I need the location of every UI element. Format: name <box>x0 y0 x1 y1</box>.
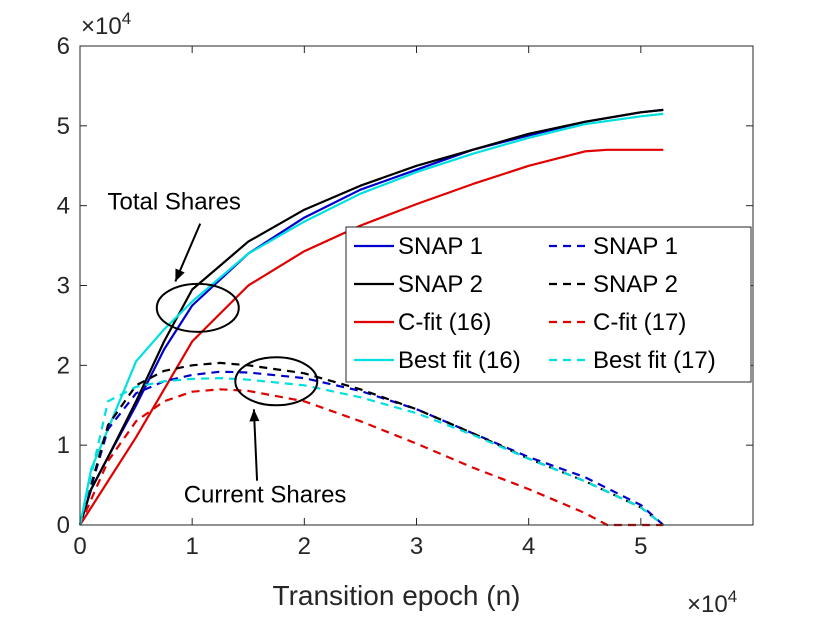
y-tick-label: 6 <box>57 33 70 60</box>
x-multiplier-base: ×10 <box>687 591 728 618</box>
x-tick-label: 5 <box>634 533 647 560</box>
axis-labels: Transition epoch (n)×104×104 <box>81 9 737 618</box>
y-tick-label: 0 <box>57 512 70 539</box>
x-tick-label: 4 <box>522 533 535 560</box>
x-axis-title: Transition epoch (n) <box>273 580 521 611</box>
series-line-7 <box>78 388 664 527</box>
x-tick-label: 1 <box>185 533 198 560</box>
annotation-ellipse-1 <box>155 282 240 333</box>
legend-label-1: SNAP 1 <box>398 233 483 260</box>
annotations: Total Shares Current Shares <box>108 189 347 509</box>
y-axis-multiplier: ×104 <box>81 9 131 40</box>
legend-label-3: C-fit (16) <box>398 309 491 336</box>
series-line-2 <box>78 108 664 526</box>
series-line-3 <box>79 148 664 526</box>
annotation-arrowhead-2 <box>249 409 260 422</box>
legend-label-5: SNAP 1 <box>593 233 678 260</box>
series-line-8 <box>78 377 664 526</box>
series-line-4 <box>78 112 664 526</box>
x-tick-label: 0 <box>73 533 86 560</box>
y-multiplier-base: ×10 <box>81 13 122 40</box>
legend-label-2: SNAP 2 <box>398 271 483 298</box>
series-line-5 <box>78 370 665 526</box>
legend-label-7: C-fit (17) <box>593 309 686 336</box>
plot-lines <box>78 108 665 527</box>
x-axis-multiplier: ×104 <box>687 587 737 618</box>
annotation-ellipse-2 <box>234 356 319 407</box>
x-tick-label: 2 <box>298 533 311 560</box>
y-tick-label: 3 <box>57 273 70 300</box>
legend-label-6: SNAP 2 <box>593 271 678 298</box>
y-tick-label: 2 <box>57 352 70 379</box>
y-tick-label: 5 <box>57 113 70 140</box>
annotation-label-2: Current Shares <box>184 482 347 509</box>
y-multiplier-exponent: 4 <box>122 9 131 28</box>
x-tick-label: 3 <box>410 533 423 560</box>
annotation-label-1: Total Shares <box>108 189 241 216</box>
legend-label-8: Best fit (17) <box>593 347 716 374</box>
annotation-arrowhead-1 <box>175 268 185 282</box>
legend: SNAP 1 SNAP 2 C-fit (16) Best fit (16) SNAP … <box>345 226 752 383</box>
x-multiplier-exponent: 4 <box>728 587 737 606</box>
y-tick-label: 1 <box>57 432 70 459</box>
axes: 0 1 2 3 4 5 0 1 2 3 4 5 6 <box>57 33 754 560</box>
legend-label-4: Best fit (16) <box>398 347 521 374</box>
legend-box <box>345 226 752 383</box>
y-tick-label: 4 <box>57 193 70 220</box>
